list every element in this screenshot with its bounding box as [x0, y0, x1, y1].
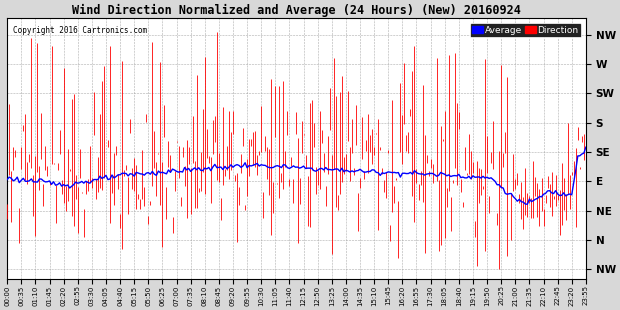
Title: Wind Direction Normalized and Average (24 Hours) (New) 20160924: Wind Direction Normalized and Average (2…	[72, 4, 521, 17]
Legend: Average, Direction: Average, Direction	[469, 23, 582, 38]
Text: Copyright 2016 Cartronics.com: Copyright 2016 Cartronics.com	[13, 26, 147, 35]
